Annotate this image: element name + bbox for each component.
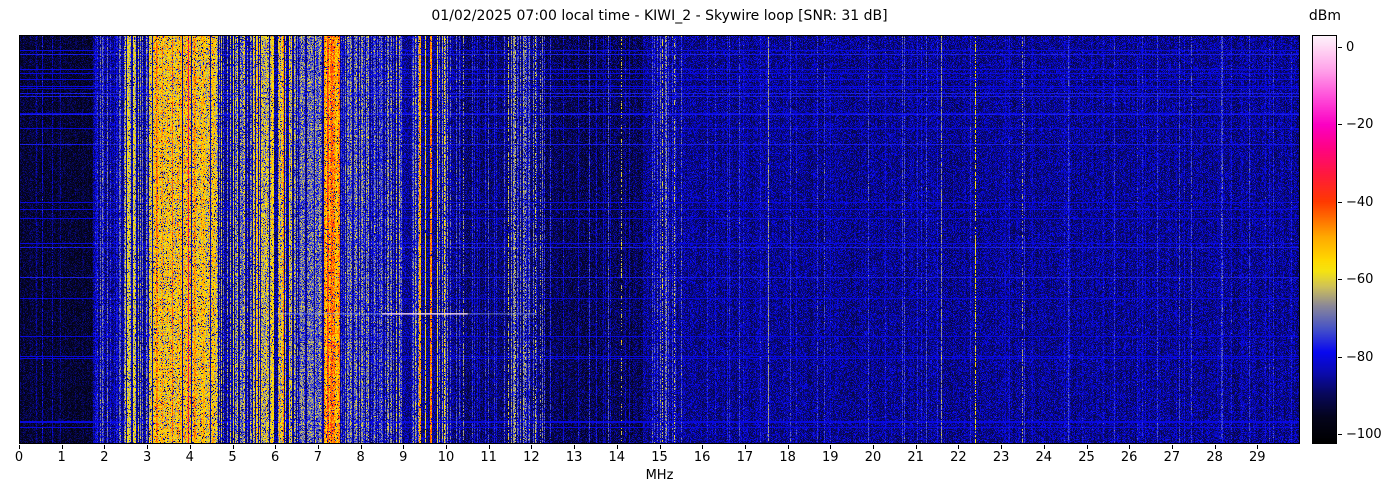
x-tick-label: 20 bbox=[864, 450, 882, 465]
colorbar-tick bbox=[1338, 47, 1342, 48]
x-tick-label: 22 bbox=[950, 450, 967, 465]
x-tick-label: 6 bbox=[271, 450, 280, 465]
colorbar-tick-label: −80 bbox=[1346, 350, 1374, 365]
colorbar-canvas bbox=[1313, 36, 1336, 443]
x-tick-label: 5 bbox=[228, 450, 237, 465]
colorbar-tick-label: 0 bbox=[1346, 40, 1355, 55]
x-tick-label: 12 bbox=[523, 450, 540, 465]
x-tick bbox=[61, 445, 63, 449]
x-tick-label: 29 bbox=[1249, 450, 1266, 465]
x-tick-label: 14 bbox=[608, 450, 626, 465]
x-tick bbox=[744, 445, 746, 449]
x-tick bbox=[189, 445, 191, 449]
colorbar-label: dBm bbox=[1308, 8, 1342, 24]
x-tick-label: 3 bbox=[142, 450, 152, 465]
x-tick-label: 13 bbox=[565, 450, 583, 465]
x-tick-label: 19 bbox=[822, 450, 839, 465]
x-tick-label: 18 bbox=[779, 450, 796, 465]
x-tick bbox=[787, 445, 789, 449]
x-tick-label: 4 bbox=[185, 450, 194, 465]
colorbar-tick-label: −100 bbox=[1346, 427, 1382, 442]
x-tick bbox=[915, 445, 917, 449]
x-tick bbox=[360, 445, 362, 449]
x-tick bbox=[616, 445, 618, 449]
colorbar-tick bbox=[1338, 357, 1342, 358]
x-tick bbox=[531, 445, 533, 449]
x-tick bbox=[574, 445, 576, 449]
x-tick bbox=[1129, 445, 1131, 449]
x-tick-label: 24 bbox=[1035, 450, 1053, 465]
x-tick bbox=[1257, 445, 1259, 449]
x-tick bbox=[19, 445, 20, 449]
colorbar-tick-label: −20 bbox=[1346, 117, 1374, 132]
x-tick-label: 7 bbox=[313, 450, 323, 465]
waterfall-canvas bbox=[20, 36, 1299, 443]
x-tick-label: 8 bbox=[356, 450, 365, 465]
chart-title: 01/02/2025 07:00 local time - KIWI_2 - S… bbox=[431, 8, 888, 24]
x-tick-label: 27 bbox=[1163, 450, 1181, 465]
x-tick bbox=[659, 445, 661, 449]
x-axis-label: MHz bbox=[645, 468, 674, 483]
x-tick bbox=[1086, 445, 1088, 449]
x-tick-label: 10 bbox=[437, 450, 455, 465]
x-tick bbox=[1214, 445, 1216, 449]
x-tick-label: 15 bbox=[651, 450, 668, 465]
x-tick bbox=[958, 445, 960, 449]
x-tick bbox=[317, 445, 319, 449]
x-tick-label: 23 bbox=[992, 450, 1010, 465]
x-tick bbox=[275, 445, 277, 449]
x-tick-label: 25 bbox=[1078, 450, 1095, 465]
x-tick-label: 2 bbox=[100, 450, 109, 465]
x-tick bbox=[104, 445, 106, 449]
x-tick bbox=[232, 445, 234, 449]
x-tick-label: 17 bbox=[736, 450, 754, 465]
colorbar-tick bbox=[1338, 124, 1342, 125]
x-tick-label: 11 bbox=[480, 450, 497, 465]
x-tick-label: 16 bbox=[693, 450, 711, 465]
colorbar bbox=[1312, 35, 1337, 444]
colorbar-tick bbox=[1338, 279, 1342, 280]
x-tick-label: 28 bbox=[1206, 450, 1223, 465]
x-tick-label: 21 bbox=[907, 450, 924, 465]
colorbar-tick bbox=[1338, 434, 1342, 435]
colorbar-tick-label: −60 bbox=[1346, 272, 1374, 287]
x-tick bbox=[1001, 445, 1003, 449]
x-tick-label: 9 bbox=[399, 450, 408, 465]
colorbar-tick bbox=[1338, 202, 1342, 203]
x-tick bbox=[873, 445, 874, 449]
x-tick bbox=[403, 445, 405, 449]
colorbar-tick-label: −40 bbox=[1346, 195, 1374, 210]
x-tick-label: 26 bbox=[1120, 450, 1138, 465]
x-tick-label: 1 bbox=[57, 450, 66, 465]
x-tick bbox=[147, 445, 149, 449]
x-tick bbox=[488, 445, 490, 449]
x-tick bbox=[446, 445, 447, 449]
x-tick bbox=[1043, 445, 1045, 449]
x-tick bbox=[1171, 445, 1173, 449]
x-tick bbox=[830, 445, 832, 449]
waterfall-plot bbox=[19, 35, 1300, 444]
x-tick-label: 0 bbox=[14, 450, 24, 465]
x-tick bbox=[702, 445, 704, 449]
